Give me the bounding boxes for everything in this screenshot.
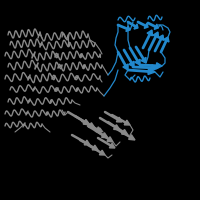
Polygon shape bbox=[141, 57, 146, 63]
Polygon shape bbox=[152, 65, 158, 71]
Polygon shape bbox=[129, 61, 134, 67]
Polygon shape bbox=[83, 119, 90, 125]
Polygon shape bbox=[144, 23, 148, 28]
Polygon shape bbox=[156, 63, 162, 69]
Polygon shape bbox=[99, 150, 105, 155]
Polygon shape bbox=[148, 69, 155, 74]
Polygon shape bbox=[124, 120, 130, 125]
Polygon shape bbox=[96, 127, 102, 132]
Polygon shape bbox=[153, 32, 158, 38]
Polygon shape bbox=[114, 125, 120, 130]
Polygon shape bbox=[102, 133, 108, 138]
Polygon shape bbox=[123, 64, 128, 70]
Polygon shape bbox=[122, 129, 128, 135]
Polygon shape bbox=[134, 24, 138, 29]
Polygon shape bbox=[158, 35, 164, 40]
Polygon shape bbox=[84, 140, 90, 145]
Polygon shape bbox=[164, 37, 169, 42]
Polygon shape bbox=[147, 30, 152, 36]
Polygon shape bbox=[126, 26, 130, 32]
Polygon shape bbox=[135, 59, 140, 65]
Polygon shape bbox=[89, 123, 95, 128]
Polygon shape bbox=[154, 24, 158, 29]
Polygon shape bbox=[116, 117, 122, 122]
Polygon shape bbox=[109, 143, 115, 148]
Polygon shape bbox=[129, 135, 135, 140]
Polygon shape bbox=[92, 145, 98, 150]
Polygon shape bbox=[107, 137, 113, 142]
